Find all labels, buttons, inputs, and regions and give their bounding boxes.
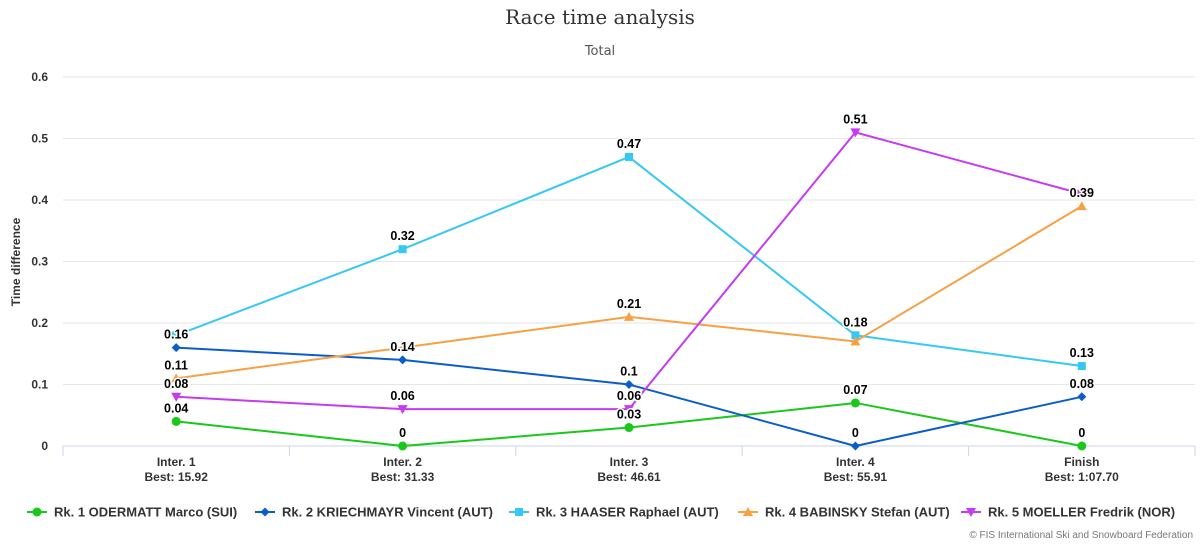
- data-label: 0.07: [843, 383, 867, 397]
- x-tick-best-label: Best: 31.33: [371, 470, 435, 484]
- data-label: 0.08: [164, 377, 188, 391]
- data-point[interactable]: [850, 128, 861, 138]
- x-tick-label: Inter. 3: [610, 455, 649, 469]
- y-tick-label: 0: [41, 439, 48, 453]
- data-point[interactable]: [851, 331, 860, 340]
- data-point[interactable]: [624, 423, 634, 433]
- data-label: 0: [852, 426, 859, 440]
- data-point[interactable]: [398, 441, 408, 451]
- data-point[interactable]: [1077, 392, 1087, 402]
- data-point[interactable]: [850, 441, 860, 451]
- data-point[interactable]: [398, 245, 407, 254]
- data-point[interactable]: [850, 336, 861, 346]
- chart-title: Race time analysis: [505, 5, 695, 29]
- data-label: 0.14: [390, 340, 414, 354]
- x-tick-best-label: Best: 46.61: [597, 470, 661, 484]
- data-point[interactable]: [1077, 441, 1087, 451]
- data-point[interactable]: [172, 331, 181, 340]
- y-tick-label: 0.6: [31, 70, 48, 84]
- x-tick-label: Inter. 4: [836, 455, 875, 469]
- y-tick-label: 0.4: [31, 193, 48, 207]
- legend-symbol: [515, 508, 523, 516]
- y-tick-label: 0.1: [31, 378, 48, 392]
- data-point[interactable]: [625, 152, 633, 161]
- data-point[interactable]: [624, 380, 634, 389]
- data-point[interactable]: [397, 342, 408, 352]
- legend[interactable]: Rk. 1 ODERMATT Marco (SUI) Rk. 2 KRIECHMA…: [27, 505, 1175, 520]
- legend-item[interactable]: Rk. 1 ODERMATT Marco (SUI): [27, 505, 237, 520]
- series-3[interactable]: [172, 152, 1086, 371]
- chart-subtitle: Total: [584, 44, 615, 59]
- y-axis-label: Time difference: [9, 217, 23, 306]
- y-tick-label: 0.5: [31, 132, 48, 146]
- legend-label: Rk. 4 BABINSKY Stefan (AUT): [765, 505, 950, 520]
- data-point[interactable]: [850, 398, 860, 408]
- data-point[interactable]: [397, 405, 408, 415]
- x-tick-best-label: Best: 55.91: [824, 470, 888, 484]
- series: [171, 128, 1087, 451]
- series-line[interactable]: [176, 205, 1083, 380]
- data-label: 0.32: [390, 229, 414, 243]
- x-tick-label: Inter. 1: [157, 455, 196, 469]
- series-1[interactable]: [171, 398, 1087, 451]
- data-label: 0.39: [1070, 186, 1094, 200]
- legend-label: Rk. 2 KRIECHMAYR Vincent (AUT): [282, 505, 493, 520]
- data-label: 0.04: [164, 401, 188, 415]
- data-label: 0.16: [164, 328, 188, 342]
- data-point[interactable]: [171, 392, 182, 402]
- data-point[interactable]: [171, 343, 181, 353]
- data-label: 0.06: [390, 389, 414, 403]
- data-point[interactable]: [171, 373, 182, 383]
- data-point[interactable]: [624, 311, 634, 321]
- legend-label: Rk. 5 MOELLER Fredrik (NOR): [988, 505, 1175, 520]
- data-point[interactable]: [1076, 201, 1087, 211]
- data-label: 0.1: [620, 365, 637, 379]
- legend-symbol: [743, 507, 753, 516]
- data-label: 0.13: [1070, 346, 1094, 360]
- legend-item[interactable]: Rk. 5 MOELLER Fredrik (NOR): [961, 505, 1175, 520]
- data-label: 0.03: [617, 408, 641, 422]
- gridlines: [63, 76, 1195, 447]
- data-label: 0: [399, 426, 406, 440]
- data-point[interactable]: [171, 416, 181, 426]
- y-tick-label: 0.2: [31, 316, 48, 330]
- y-tick-label: 0.3: [31, 255, 48, 269]
- data-label: 0: [1078, 426, 1085, 440]
- data-label: 0.06: [617, 389, 641, 403]
- data-point[interactable]: [624, 405, 634, 415]
- data-label: 0.11: [164, 358, 188, 372]
- data-labels: 0.04 0 0.03 0.07 0 0.16 0.14 0.1 0 0.08 0.32 0.47 0.…: [163, 111, 1096, 442]
- legend-label: Rk. 1 ODERMATT Marco (SUI): [54, 505, 237, 520]
- x-tick-best-label: Best: 1:07.70: [1045, 470, 1119, 484]
- x-tick-label: Inter. 2: [383, 455, 422, 469]
- data-point[interactable]: [1077, 362, 1086, 371]
- x-tick-best-label: Best: 15.92: [145, 470, 209, 484]
- data-label: 0.51: [843, 112, 867, 126]
- legend-symbol: [260, 507, 270, 517]
- series-2[interactable]: [171, 343, 1087, 451]
- data-label: 0.47: [617, 137, 641, 151]
- x-tick-label: Finish: [1064, 455, 1099, 469]
- series-4[interactable]: [171, 201, 1087, 383]
- data-label: 0.21: [617, 297, 641, 311]
- data-point[interactable]: [1076, 189, 1087, 199]
- data-label: 0.18: [843, 315, 867, 329]
- legend-item[interactable]: Rk. 4 BABINSKY Stefan (AUT): [738, 505, 950, 520]
- data-label: 0.08: [1070, 377, 1094, 391]
- legend-item[interactable]: Rk. 3 HAASER Raphael (AUT): [509, 505, 719, 520]
- data-point[interactable]: [398, 355, 408, 365]
- legend-item[interactable]: Rk. 2 KRIECHMAYR Vincent (AUT): [255, 505, 493, 520]
- legend-label: Rk. 3 HAASER Raphael (AUT): [536, 505, 719, 520]
- series-5[interactable]: [171, 128, 1087, 415]
- legend-symbol: [966, 508, 976, 517]
- legend-symbol: [32, 507, 42, 517]
- credits-text[interactable]: © FIS International Ski and Snowboard Fe…: [969, 530, 1193, 541]
